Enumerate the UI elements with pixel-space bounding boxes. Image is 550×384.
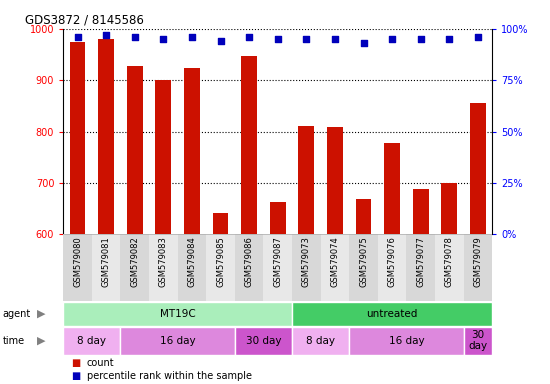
Bar <box>184 68 200 234</box>
Bar <box>292 302 492 326</box>
Bar <box>120 327 235 355</box>
Text: GSM579080: GSM579080 <box>73 236 82 287</box>
Text: GSM579076: GSM579076 <box>388 236 397 287</box>
Text: ■: ■ <box>72 358 81 368</box>
Bar <box>321 234 349 301</box>
Text: ▶: ▶ <box>37 336 46 346</box>
Text: untreated: untreated <box>366 309 418 319</box>
Text: ■: ■ <box>72 371 81 381</box>
Text: GSM579082: GSM579082 <box>130 236 139 287</box>
Bar <box>63 327 120 355</box>
Text: 16 day: 16 day <box>160 336 195 346</box>
Text: GSM579079: GSM579079 <box>474 236 482 287</box>
Bar <box>63 302 292 326</box>
Bar <box>263 234 292 301</box>
Bar <box>127 66 142 234</box>
Point <box>445 36 454 42</box>
Bar <box>92 234 120 301</box>
Text: GSM579074: GSM579074 <box>331 236 339 287</box>
Text: 30 day: 30 day <box>246 336 281 346</box>
Text: GSM579077: GSM579077 <box>416 236 425 287</box>
Text: GSM579073: GSM579073 <box>302 236 311 287</box>
Bar <box>241 56 257 234</box>
Bar <box>292 234 321 301</box>
Bar <box>464 234 492 301</box>
Point <box>188 34 196 40</box>
Bar <box>464 327 492 355</box>
Text: 16 day: 16 day <box>389 336 424 346</box>
Bar <box>349 234 378 301</box>
Bar <box>270 202 285 234</box>
Point <box>130 34 139 40</box>
Text: GSM579087: GSM579087 <box>273 236 282 287</box>
Bar <box>98 39 114 234</box>
Bar <box>470 103 486 234</box>
Bar <box>120 234 149 301</box>
Point <box>73 34 82 40</box>
Bar <box>349 327 464 355</box>
Text: MT19C: MT19C <box>160 309 196 319</box>
Text: ▶: ▶ <box>37 309 46 319</box>
Point <box>359 40 368 46</box>
Text: percentile rank within the sample: percentile rank within the sample <box>87 371 252 381</box>
Bar <box>206 234 235 301</box>
Text: GSM579078: GSM579078 <box>445 236 454 287</box>
Point <box>216 38 225 44</box>
Bar <box>442 183 457 234</box>
Bar <box>435 234 464 301</box>
Text: GSM579083: GSM579083 <box>159 236 168 287</box>
Text: GSM579084: GSM579084 <box>188 236 196 287</box>
Bar <box>378 234 406 301</box>
Text: 8 day: 8 day <box>306 336 335 346</box>
Point <box>102 32 111 38</box>
Bar <box>384 143 400 234</box>
Point <box>245 34 254 40</box>
Bar <box>63 234 92 301</box>
Text: GDS3872 / 8145586: GDS3872 / 8145586 <box>25 13 144 26</box>
Point <box>416 36 425 42</box>
Text: 8 day: 8 day <box>78 336 106 346</box>
Text: GSM579075: GSM579075 <box>359 236 368 287</box>
Point <box>159 36 168 42</box>
Text: count: count <box>87 358 114 368</box>
Bar <box>70 41 85 234</box>
Bar <box>356 199 371 234</box>
Bar <box>235 234 263 301</box>
Text: GSM579086: GSM579086 <box>245 236 254 287</box>
Text: GSM579085: GSM579085 <box>216 236 225 287</box>
Bar <box>406 234 435 301</box>
Bar <box>292 327 349 355</box>
Bar <box>156 80 171 234</box>
Text: agent: agent <box>3 309 31 319</box>
Point <box>331 36 339 42</box>
Bar <box>149 234 178 301</box>
Bar <box>327 127 343 234</box>
Point <box>273 36 282 42</box>
Point <box>302 36 311 42</box>
Bar <box>213 213 228 234</box>
Bar <box>299 126 314 234</box>
Bar <box>235 327 292 355</box>
Bar <box>178 234 206 301</box>
Text: time: time <box>3 336 25 346</box>
Text: 30
day: 30 day <box>469 330 487 351</box>
Point <box>474 34 482 40</box>
Bar <box>413 189 428 234</box>
Point <box>388 36 397 42</box>
Text: GSM579081: GSM579081 <box>102 236 111 287</box>
